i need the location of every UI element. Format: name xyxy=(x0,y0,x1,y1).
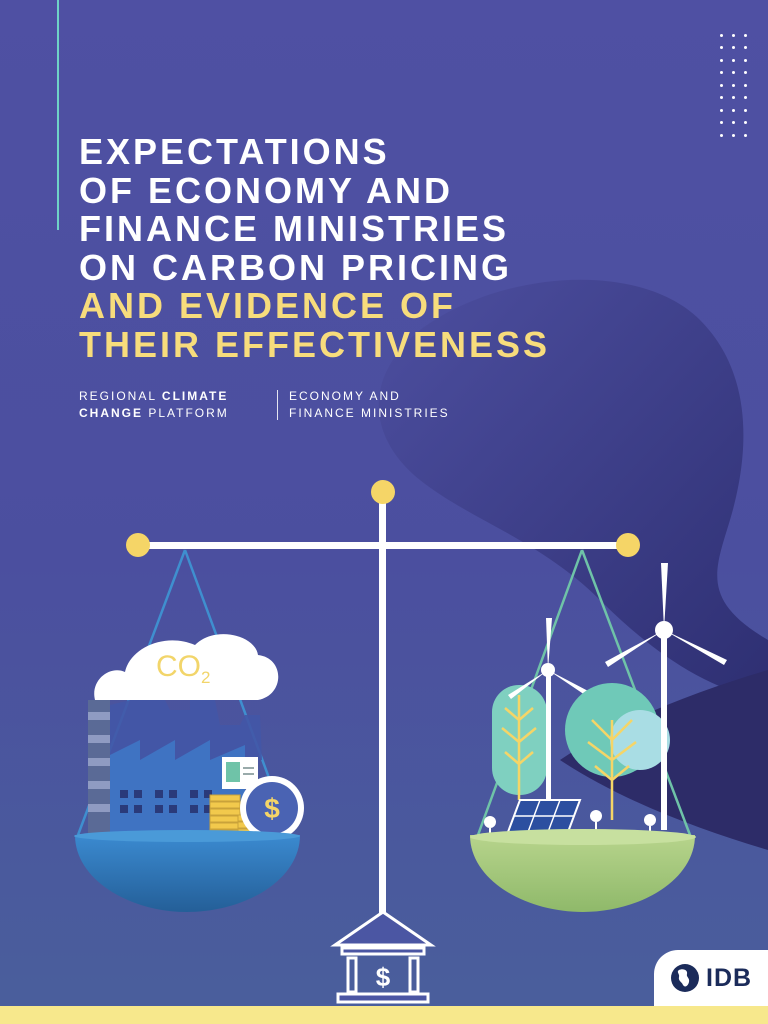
solar-panel-icon xyxy=(506,799,582,842)
left-bowl xyxy=(75,835,300,912)
title-line: OF ECONOMY AND xyxy=(79,169,454,211)
background-blob xyxy=(378,279,768,700)
accent-vertical-line xyxy=(57,0,59,230)
dollar-coin-icon: $ xyxy=(240,776,304,840)
co2-text: CO xyxy=(156,650,201,683)
platform-text-bold: CLIMATE xyxy=(161,389,229,403)
report-title: EXPECTATIONS OF ECONOMY AND FINANCE MINI… xyxy=(79,131,551,365)
idb-logo-text: IDB xyxy=(706,964,753,992)
title-line: EXPECTATIONS xyxy=(79,131,390,172)
co2-cloud-icon xyxy=(94,634,279,700)
title-line: FINANCE MINISTRIES xyxy=(79,208,510,249)
right-bowl xyxy=(470,835,695,912)
bottom-color-bar xyxy=(0,1006,768,1024)
platform-text-bold: CHANGE xyxy=(79,406,144,420)
co2-subscript: 2 xyxy=(201,668,211,687)
wind-turbine-icon xyxy=(605,563,727,830)
section-line: FINANCE MINISTRIES xyxy=(289,406,450,420)
tag-divider xyxy=(277,390,278,420)
tree-icon xyxy=(565,683,670,820)
title-line: ON CARBON PRICING xyxy=(79,246,513,288)
wind-turbine-icon xyxy=(508,618,590,830)
platform-text: REGIONAL xyxy=(79,389,162,403)
globe-icon xyxy=(671,964,699,992)
platform-text: PLATFORM xyxy=(143,406,229,420)
title-line-highlight: THEIR EFFECTIVENESS xyxy=(79,323,551,365)
bank-icon xyxy=(330,910,436,1004)
tree-icon xyxy=(492,685,547,800)
section-name: ECONOMY AND FINANCE MINISTRIES xyxy=(289,388,450,422)
section-line: ECONOMY AND xyxy=(289,389,401,403)
platform-name: REGIONAL CLIMATE CHANGE PLATFORM xyxy=(79,388,229,422)
dots-pattern-icon xyxy=(720,34,750,138)
title-line-highlight: AND EVIDENCE OF xyxy=(79,285,457,326)
bank-dollar: $ xyxy=(376,962,391,992)
idb-logo: IDB xyxy=(654,950,768,1006)
co2-label: CO2 xyxy=(156,650,210,688)
factory-icon xyxy=(88,690,262,840)
svg-text:$: $ xyxy=(264,793,280,824)
